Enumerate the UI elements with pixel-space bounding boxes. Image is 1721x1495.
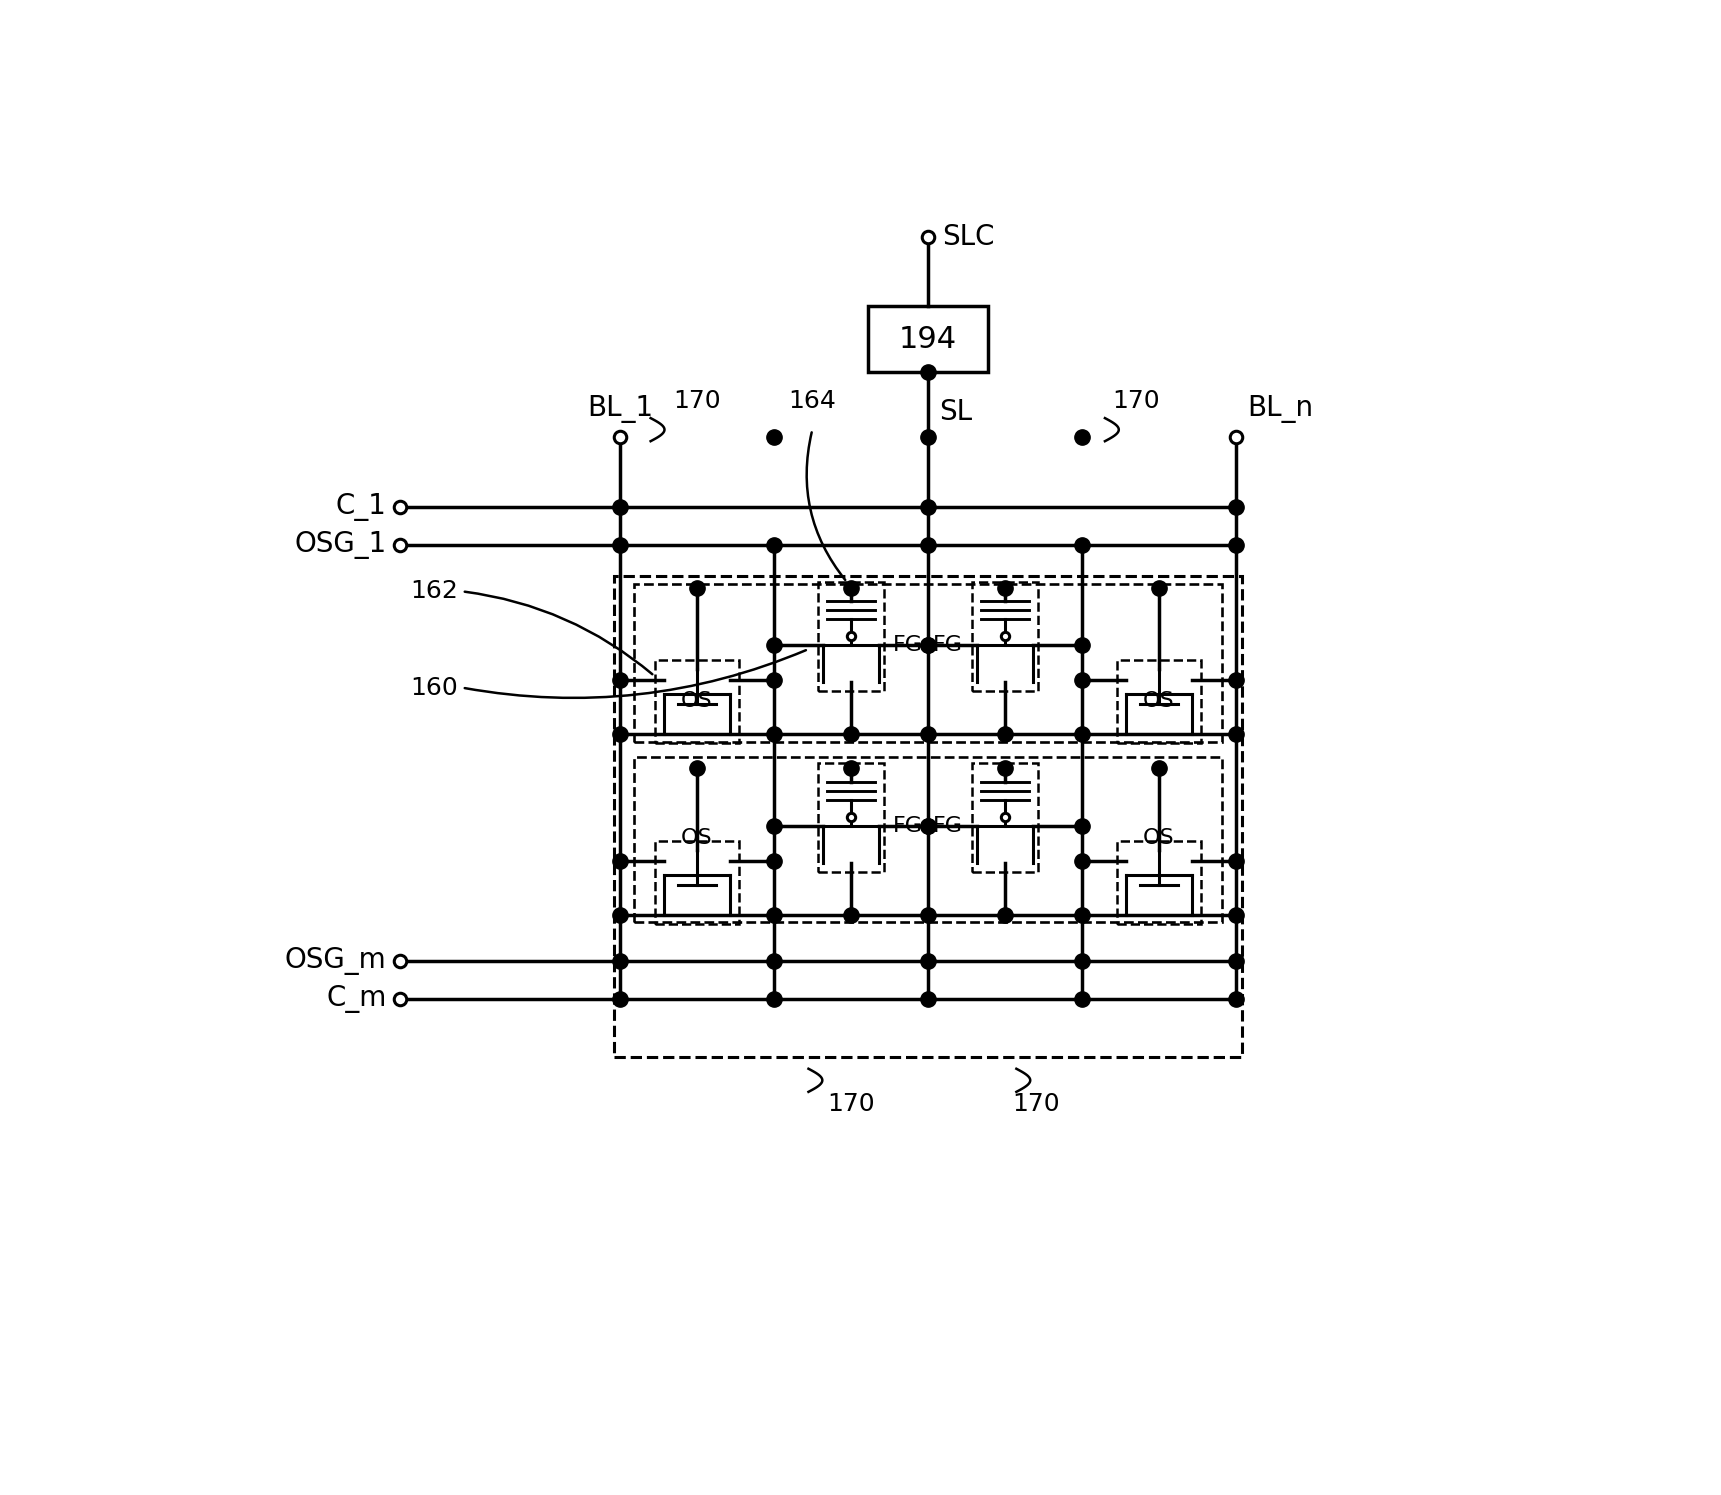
Bar bbox=[817, 762, 885, 873]
Bar bbox=[633, 756, 1222, 922]
Text: OS: OS bbox=[1143, 692, 1175, 712]
Text: OS: OS bbox=[682, 692, 712, 712]
Bar bbox=[656, 840, 738, 924]
Bar bbox=[867, 306, 988, 372]
Text: 170: 170 bbox=[828, 1091, 874, 1115]
Text: OSG_1: OSG_1 bbox=[294, 531, 387, 559]
Text: C_m: C_m bbox=[327, 985, 387, 1014]
Text: OSG_m: OSG_m bbox=[284, 946, 387, 975]
Text: SL: SL bbox=[940, 398, 972, 426]
Bar bbox=[972, 582, 1038, 692]
Text: FG: FG bbox=[933, 816, 962, 836]
Bar bbox=[1117, 840, 1201, 924]
Text: SLC: SLC bbox=[941, 223, 995, 251]
Text: FG: FG bbox=[893, 816, 922, 836]
Text: 170: 170 bbox=[673, 389, 721, 413]
Text: FG: FG bbox=[933, 635, 962, 655]
Text: OS: OS bbox=[682, 828, 712, 848]
Text: 164: 164 bbox=[788, 389, 836, 413]
Text: FG: FG bbox=[893, 635, 922, 655]
Text: OS: OS bbox=[1143, 828, 1175, 848]
Text: 170: 170 bbox=[1012, 1091, 1060, 1115]
Text: 160: 160 bbox=[410, 676, 458, 700]
Text: 162: 162 bbox=[410, 580, 458, 604]
Text: 170: 170 bbox=[1112, 389, 1160, 413]
Bar bbox=[1117, 659, 1201, 743]
Text: BL_n: BL_n bbox=[1248, 396, 1313, 423]
Text: C_1: C_1 bbox=[336, 493, 387, 520]
Bar bbox=[633, 583, 1222, 742]
Bar bbox=[614, 576, 1243, 1057]
Text: 194: 194 bbox=[898, 324, 957, 354]
Text: BL_1: BL_1 bbox=[587, 396, 652, 423]
Bar bbox=[656, 659, 738, 743]
Bar bbox=[817, 582, 885, 692]
Bar bbox=[972, 762, 1038, 873]
